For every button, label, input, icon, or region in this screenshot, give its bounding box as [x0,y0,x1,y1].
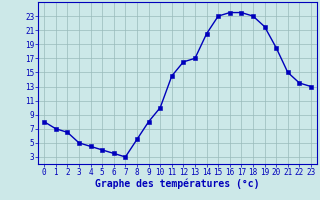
X-axis label: Graphe des températures (°c): Graphe des températures (°c) [95,179,260,189]
